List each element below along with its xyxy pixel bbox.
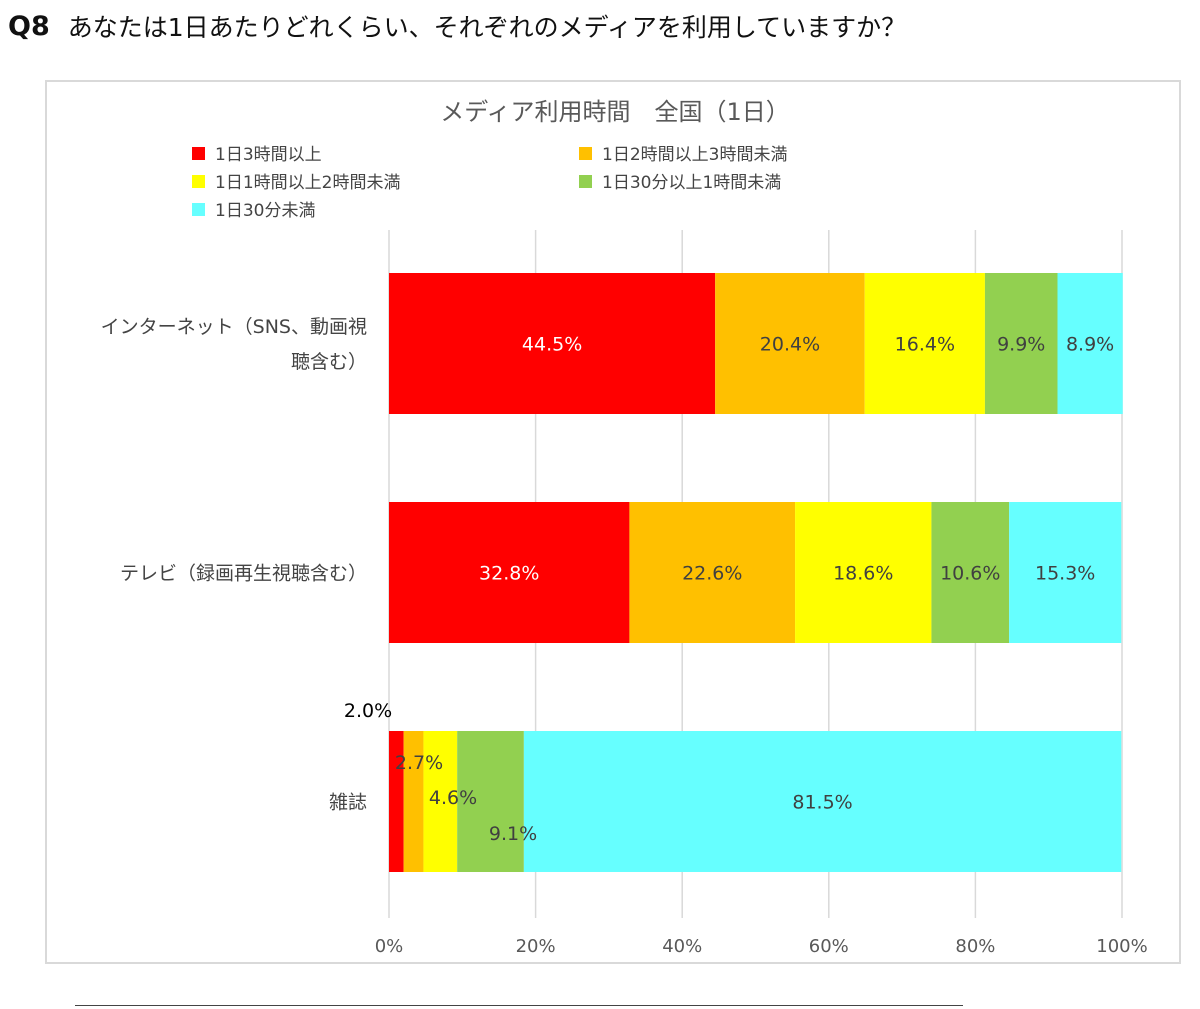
data-label: 4.6% (429, 787, 477, 809)
data-label: 2.7% (395, 752, 443, 774)
data-label: 16.4% (895, 334, 955, 356)
legend-swatch (192, 175, 205, 188)
x-tick-label: 0% (375, 936, 404, 957)
data-label: 8.9% (1066, 334, 1114, 356)
x-tick-label: 80% (955, 936, 995, 957)
bar-segment (389, 731, 404, 872)
legend-label: 1日2時間以上3時間未満 (602, 145, 787, 165)
bar-segment (931, 502, 1010, 643)
data-label: 22.6% (682, 563, 742, 585)
question-number: Q8 (8, 10, 50, 42)
data-label: 81.5% (792, 792, 852, 814)
bar-segment (389, 502, 630, 643)
question-text: あなたは1日あたりどれくらい、それぞれのメディアを利用していますか？ (67, 13, 907, 42)
bar-segment (523, 731, 1122, 872)
divider-line (75, 1005, 963, 1006)
legend-label: 1日30分以上1時間未満 (602, 173, 781, 193)
category-label: テレビ（録画再生視聴含む） (120, 563, 367, 585)
bar-segment (795, 502, 932, 643)
x-tick-label: 60% (809, 936, 849, 957)
data-label: 9.9% (997, 334, 1045, 356)
category-label: 雑誌 (329, 792, 367, 814)
bar-segment (403, 731, 424, 872)
stacked-bar-chart: メディア利用時間 全国（1日） 1日3時間以上 1日2時間以上3時間未満 1日1時間以… (101, 98, 1148, 957)
legend-swatch (579, 147, 592, 160)
bar-segment (864, 273, 985, 414)
category-label: インターネット（SNS、動画視 (101, 316, 367, 338)
x-tick-label: 20% (516, 936, 556, 957)
category-label: 聴含む） (291, 351, 367, 373)
data-label: 10.6% (940, 563, 1000, 585)
data-label: 20.4% (760, 334, 820, 356)
data-label: 18.6% (833, 563, 893, 585)
data-label: 44.5% (522, 334, 582, 356)
bar-segment (1009, 502, 1122, 643)
chart-title: メディア利用時間 全国（1日） (440, 98, 790, 126)
question-heading: Q8 あなたは1日あたりどれくらい、それぞれのメディアを利用していますか？ (8, 6, 906, 46)
bar-segment (423, 731, 458, 872)
legend-label: 1日30分未満 (215, 201, 315, 221)
bar-segment (629, 502, 796, 643)
legend-swatch (192, 203, 205, 216)
bar-segment (389, 273, 716, 414)
x-tick-label: 100% (1096, 936, 1147, 957)
bar-segment (715, 273, 865, 414)
legend-swatch (192, 147, 205, 160)
legend-label: 1日3時間以上 (215, 145, 322, 165)
x-tick-label: 40% (662, 936, 702, 957)
data-label: 15.3% (1035, 563, 1095, 585)
bar-segment (457, 731, 524, 872)
bar-segment (984, 273, 1058, 414)
data-label: 2.0% (344, 700, 392, 722)
data-label: 9.1% (489, 823, 537, 845)
chart-area: メディア利用時間 全国（1日） 1日3時間以上 1日2時間以上3時間未満 1日1時間以… (45, 80, 1181, 964)
bar-segment (1057, 273, 1123, 414)
legend-swatch (579, 175, 592, 188)
data-label: 32.8% (479, 563, 539, 585)
legend-label: 1日1時間以上2時間未満 (215, 173, 400, 193)
